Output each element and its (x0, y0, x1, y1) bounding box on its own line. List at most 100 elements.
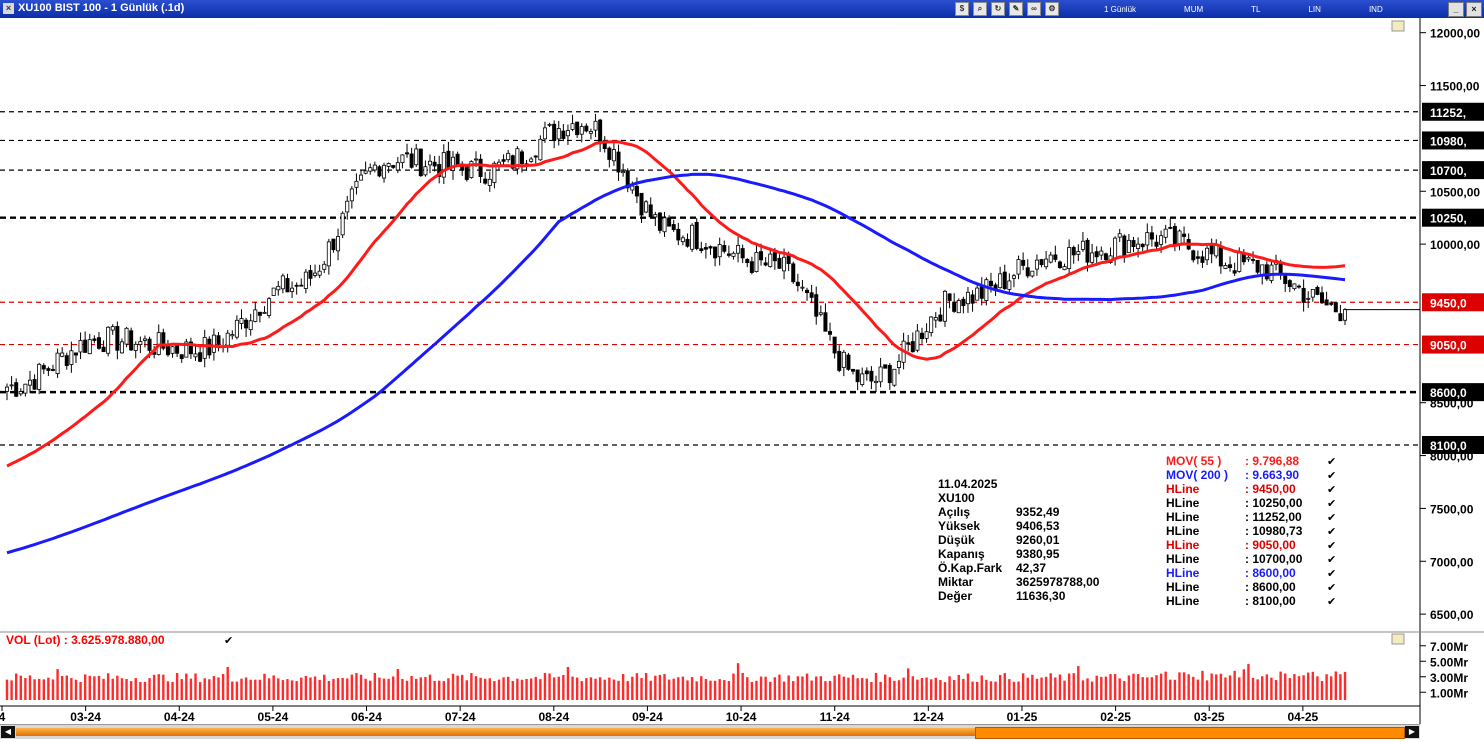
volume-bar (506, 676, 510, 700)
info-label: Yüksek (938, 519, 980, 533)
scroll-left-icon[interactable]: ◀ (1, 726, 15, 738)
window-menu-icon[interactable]: × (3, 3, 14, 14)
volume-bar (957, 674, 960, 700)
candle-body (372, 164, 377, 171)
scale-icon[interactable]: $ (955, 2, 969, 16)
candle-body (1090, 252, 1095, 263)
settings-icon[interactable]: ⚙ (1045, 2, 1059, 16)
refresh-icon[interactable]: ↻ (991, 2, 1005, 16)
volume-bar (649, 680, 652, 700)
candle-body (1177, 230, 1182, 244)
scale-selector[interactable]: LIN (1308, 4, 1321, 14)
volume-bar (893, 680, 896, 700)
volume-bar (258, 679, 262, 700)
close-icon[interactable]: × (1466, 2, 1482, 17)
volume-bar (943, 682, 947, 700)
chart-type-selector[interactable]: MUM (1184, 4, 1204, 14)
zoom-icon[interactable]: ⌕ (973, 2, 987, 16)
candle-body (814, 294, 819, 317)
x-tick-label: 4 (0, 710, 6, 724)
volume-bar (1316, 676, 1319, 700)
candle-body (855, 369, 860, 383)
candle-body (331, 238, 336, 251)
currency-selector[interactable]: TL (1251, 4, 1261, 14)
panel-options-icon[interactable] (1391, 20, 1405, 32)
period-selector[interactable]: 1 Günlük (1104, 4, 1137, 14)
volume-bar (479, 677, 482, 700)
volume-bar (1044, 676, 1048, 700)
candle-body (671, 224, 676, 230)
candle-body (956, 299, 961, 314)
candle-body (469, 161, 474, 179)
candle-body (593, 120, 598, 131)
candle-body (929, 316, 934, 333)
legend-value: : 10980,73 (1245, 524, 1303, 538)
price-chart[interactable]: 12000,0011500,0010500,0010000,008500,008… (0, 18, 1484, 724)
candle-body (432, 161, 437, 167)
x-tick-label: 04-24 (164, 710, 195, 724)
indicator-selector[interactable]: IND (1368, 4, 1383, 14)
x-tick-label: 01-25 (1007, 710, 1038, 724)
volume-bar (51, 679, 55, 700)
legend-label: HLine (1166, 566, 1200, 580)
candle-body (1205, 247, 1210, 261)
candle-body (1062, 266, 1067, 271)
scroll-track[interactable] (16, 728, 1404, 736)
volume-bar (125, 678, 128, 700)
legend-value: : 9450,00 (1245, 482, 1296, 496)
candle-body (1149, 232, 1154, 240)
volume-bar (833, 675, 836, 700)
volume-bar (718, 679, 721, 700)
volume-bar (971, 681, 974, 700)
volume-bar (911, 676, 914, 700)
candle-body (1182, 233, 1187, 237)
scroll-right-icon[interactable]: ▶ (1405, 726, 1419, 738)
volume-bar (1104, 676, 1108, 700)
candle-body (1172, 226, 1177, 246)
volume-bar (1031, 674, 1034, 700)
volume-bar (208, 679, 211, 700)
volume-bar (667, 679, 671, 700)
candle-body (919, 332, 924, 340)
volume-tick-label: 1.00Mr (1430, 686, 1468, 700)
info-value: 11636,30 (1016, 589, 1066, 603)
volume-bar (1284, 673, 1287, 700)
volume-bar (97, 675, 101, 700)
info-value: 9260,01 (1016, 533, 1060, 547)
candle-body (409, 153, 414, 168)
volume-bar (608, 677, 611, 700)
volume-bar (1307, 672, 1310, 700)
volume-panel-options-icon[interactable] (1391, 633, 1405, 645)
minimize-icon[interactable]: _ (1448, 2, 1464, 17)
hline-axis-label: 11252, (1430, 106, 1466, 120)
volume-bar (1256, 679, 1259, 700)
volume-bar (916, 679, 919, 700)
link-icon[interactable]: ∞ (1027, 2, 1041, 16)
horizontal-scrollbar[interactable]: ◀ ▶ (0, 724, 1420, 739)
candle-body (64, 355, 69, 366)
candle-body (1025, 267, 1030, 277)
volume-bar (424, 676, 427, 700)
candle-body (198, 352, 203, 362)
candle-body (1297, 285, 1302, 288)
candle-body (542, 127, 547, 140)
candle-body (708, 246, 713, 249)
window-titlebar[interactable]: × XU100 BIST 100 - 1 Günlük (.1d) $ ⌕ ↻ … (0, 0, 1484, 18)
candle-body (294, 284, 299, 287)
volume-bar (217, 677, 220, 700)
volume-bar (162, 674, 165, 700)
volume-bar (741, 673, 744, 700)
volume-bar (980, 675, 983, 700)
draw-icon[interactable]: ✎ (1009, 2, 1023, 16)
candle-body (1278, 262, 1283, 274)
volume-bar (392, 676, 395, 700)
x-tick-label: 10-24 (726, 710, 757, 724)
volume-bar (175, 673, 179, 700)
volume-bar (1040, 677, 1043, 700)
volume-bar (221, 673, 225, 700)
candle-body (391, 165, 396, 168)
scroll-thumb[interactable] (975, 727, 1405, 739)
candle-body (1338, 313, 1343, 322)
candle-body (1232, 270, 1237, 274)
candle-body (690, 224, 695, 250)
